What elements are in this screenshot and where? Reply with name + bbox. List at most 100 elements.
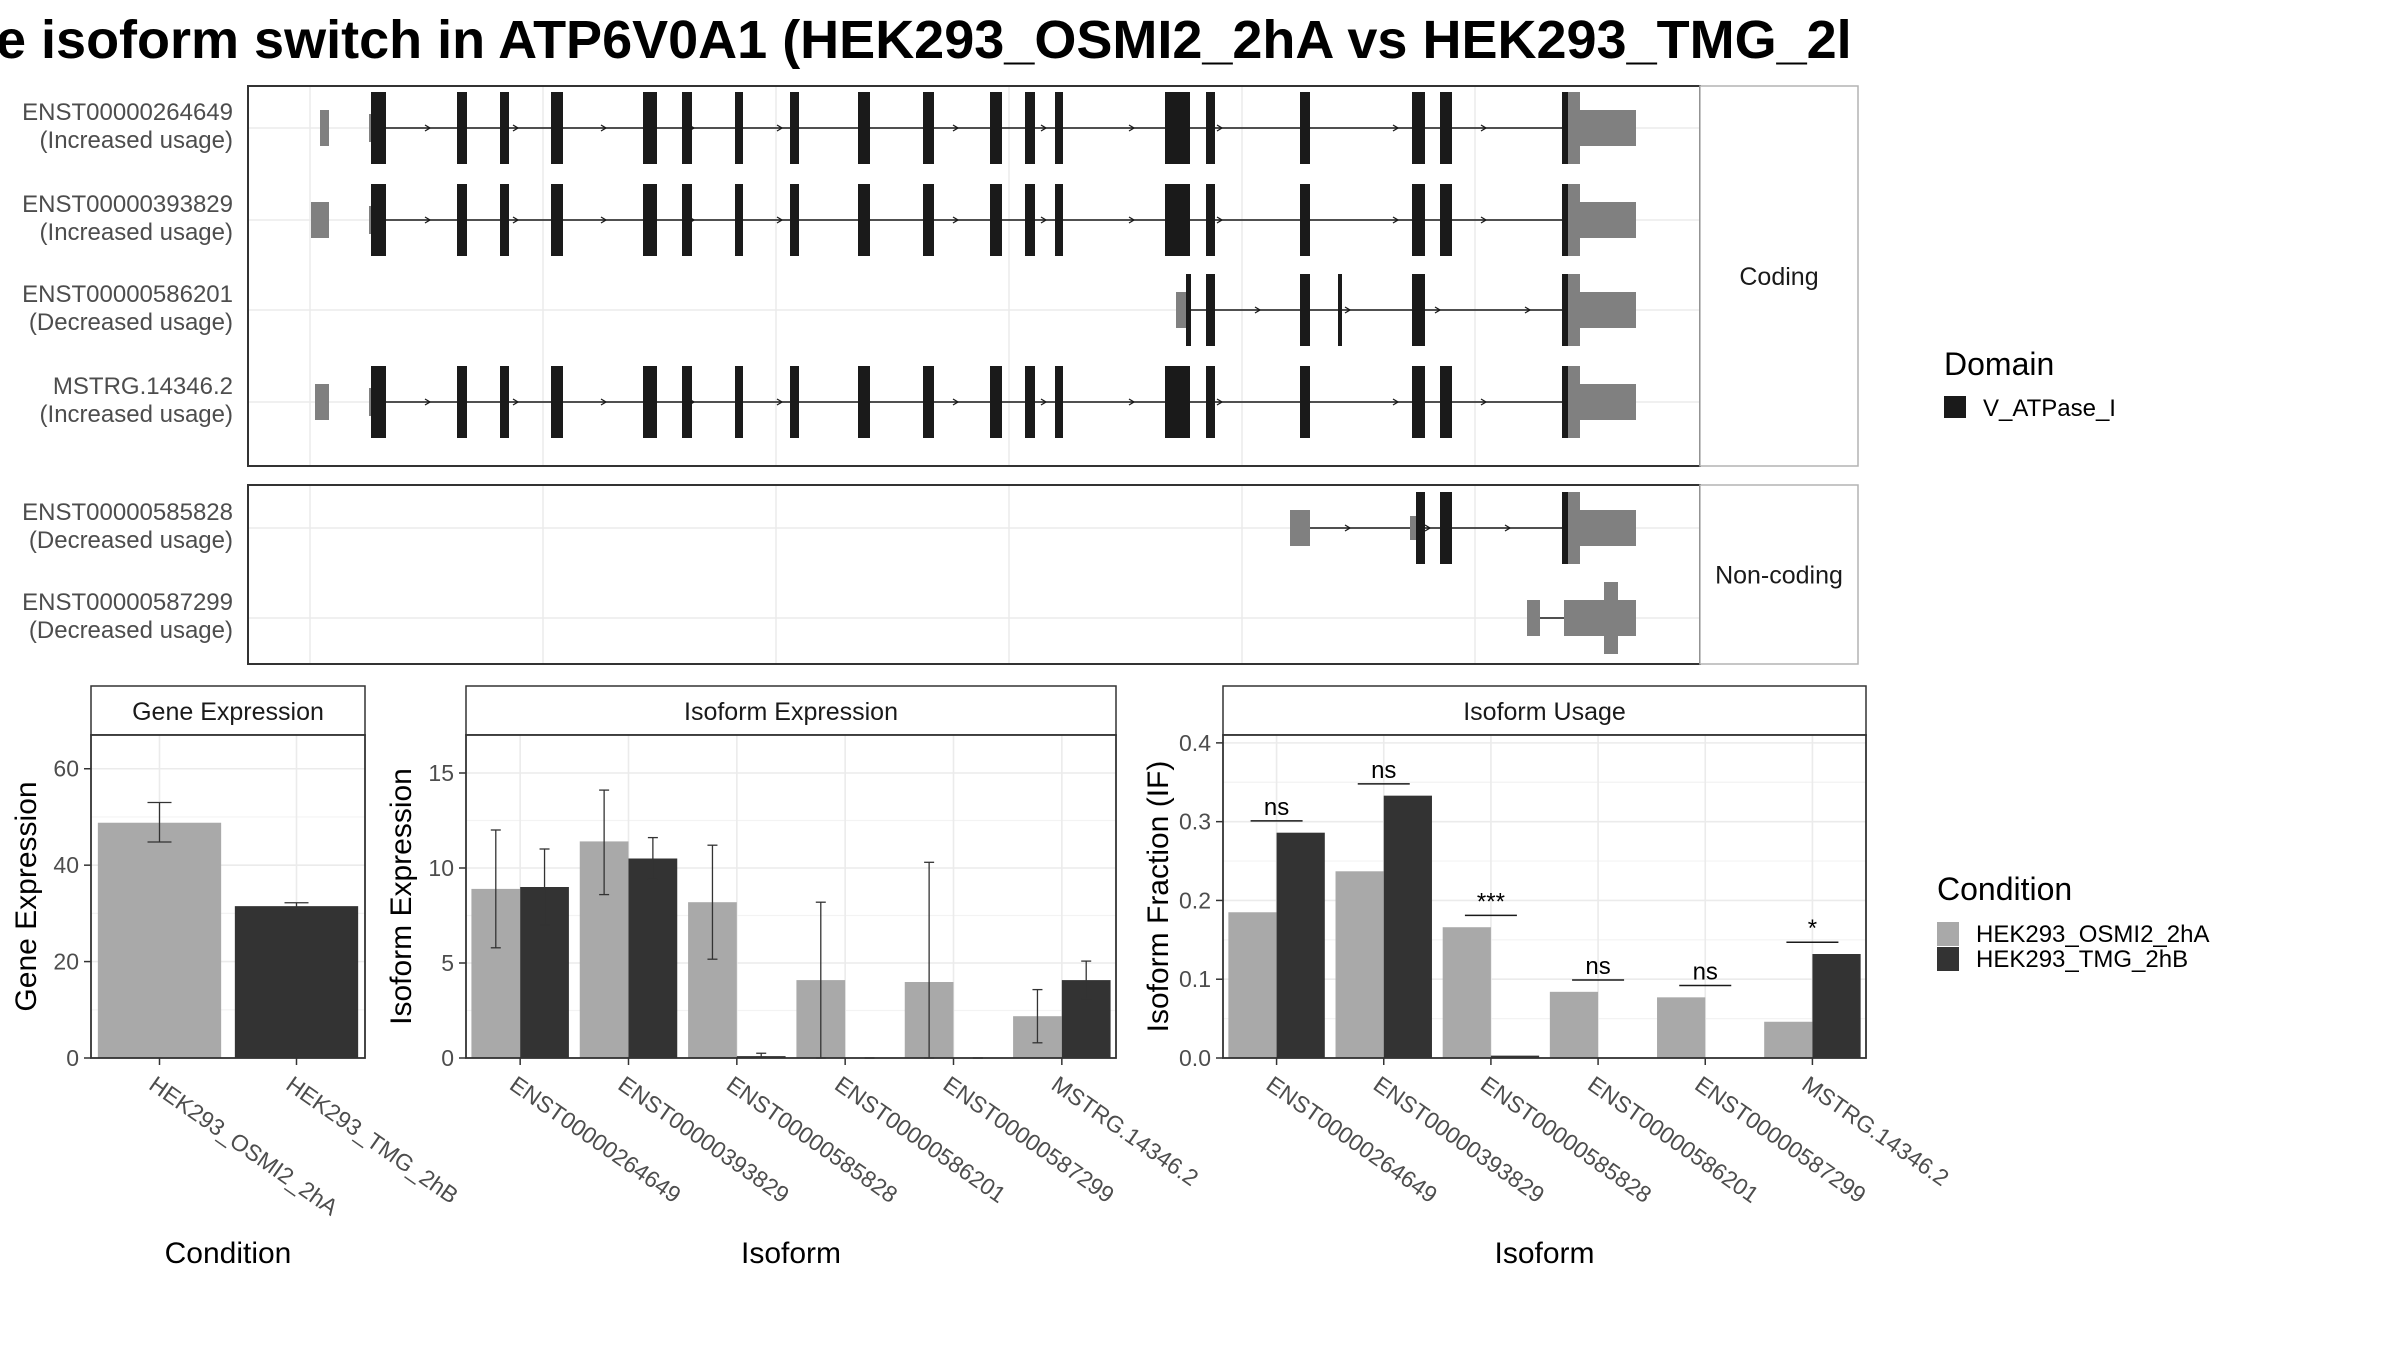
bar (1657, 997, 1706, 1058)
intron-arrow (1480, 216, 1488, 224)
isoform-id-label: ENST00000393829 (22, 191, 233, 218)
bar (1549, 991, 1599, 1058)
coding-exon (1025, 92, 1035, 164)
intron-arrow (1424, 524, 1432, 532)
coding-exon (1440, 366, 1452, 438)
coding-exon (858, 366, 870, 438)
intron-arrow (1128, 216, 1136, 224)
utr-exon (1580, 110, 1636, 146)
isoform-usage-label: (Increased usage) (40, 401, 233, 428)
y-tick-label: 0.1 (1179, 966, 1211, 992)
y-axis-title: Isoform Expression (385, 768, 418, 1025)
utr-exon (1568, 184, 1580, 256)
utr-exon (1568, 366, 1580, 438)
panel-1: Isoform Expression051015ENST00000264649E… (385, 685, 1203, 1270)
figure-title: e isoform switch in ATP6V0A1 (HEK293_OSM… (0, 10, 1852, 70)
significance-label: * (1808, 915, 1817, 942)
utr-exon (1580, 202, 1636, 238)
y-tick-label: 5 (441, 950, 454, 976)
panel-title: Isoform Usage (1463, 698, 1626, 726)
coding-exon (1300, 184, 1310, 256)
panel-2: Isoform Usage 0.0 0.1 0.2 0.3 0.4 ns ns *** ns ns *… (1142, 685, 1954, 1270)
coding-exon (457, 366, 467, 438)
coding-exon (1338, 274, 1342, 346)
utr-exon (1568, 92, 1580, 164)
x-axis-title: Isoform (1494, 1237, 1594, 1270)
y-axis-title: Isoform Fraction (IF) (1142, 761, 1175, 1033)
coding-exon (682, 184, 692, 256)
bar (234, 906, 359, 1058)
bar-chart-panels: Gene Expression0204060HEK293_OSMI2_2hAHE… (10, 685, 1954, 1270)
intron-arrow (1392, 124, 1400, 132)
condition-legend-label: HEK293_OSMI2_2hA (1976, 921, 2209, 948)
coding-exon (1300, 366, 1310, 438)
isoform-usage-label: (Decreased usage) (29, 617, 233, 644)
utr-exon (1568, 492, 1580, 564)
utr-exon (320, 110, 329, 146)
domain-legend-label: V_ATPase_I (1983, 395, 2116, 422)
structure-panel-background (248, 485, 1700, 664)
coding-exon (923, 366, 934, 438)
transcript-ENST00000264649 (320, 92, 1636, 164)
isoform-id-label: ENST00000586201 (22, 281, 233, 308)
intron-arrow (512, 216, 520, 224)
intron-arrow (1128, 124, 1136, 132)
coding-exon (643, 92, 657, 164)
intron-arrow (776, 216, 784, 224)
x-axis-title: Condition (165, 1237, 292, 1270)
coding-exon (551, 366, 563, 438)
coding-exon (1025, 184, 1035, 256)
bar (1276, 832, 1325, 1058)
facet-label: Coding (1739, 263, 1818, 291)
y-tick-label: 0.2 (1179, 887, 1211, 913)
isoform-id-label: ENST00000264649 (22, 99, 233, 126)
y-axis-title: Gene Expression (10, 781, 43, 1011)
coding-exon (790, 366, 799, 438)
coding-exon (990, 366, 1002, 438)
coding-exon (371, 366, 386, 438)
facet-label: Non-coding (1715, 562, 1843, 590)
transcript-ENST00000585828 (1290, 492, 1636, 564)
coding-exon (1186, 274, 1191, 346)
x-tick-label: ENST00000393829 (1369, 1071, 1549, 1208)
isoform-usage-label: (Decreased usage) (29, 527, 233, 554)
intron-arrow (1434, 306, 1442, 314)
coding-exon (643, 366, 657, 438)
significance-label: ns (1264, 794, 1289, 821)
coding-exon (682, 92, 692, 164)
coding-exon (551, 92, 563, 164)
x-tick-label: ENST00000587299 (1690, 1071, 1870, 1208)
plot-background (466, 735, 1116, 1058)
isoform-usage-label: (Increased usage) (40, 219, 233, 246)
utr-exon (1580, 510, 1636, 546)
y-tick-label: 0.3 (1179, 809, 1211, 835)
panel-strip (90, 685, 366, 736)
plot-border (1222, 734, 1867, 1059)
domain-legend-title: Domain (1944, 346, 2054, 382)
utr-exon (1568, 274, 1580, 346)
coding-exon (1412, 92, 1425, 164)
significance-label: *** (1477, 888, 1505, 915)
x-tick-label: ENST00000264649 (1262, 1071, 1442, 1208)
x-tick-label: ENST00000586201 (1583, 1071, 1763, 1208)
coding-exon (457, 184, 467, 256)
coding-exon (682, 366, 692, 438)
significance-label: ns (1371, 757, 1396, 784)
intron-arrow (1480, 124, 1488, 132)
intron-arrow (1344, 306, 1352, 314)
utr-exon (1290, 510, 1310, 546)
coding-exon (1206, 184, 1215, 256)
intron-arrow (1480, 398, 1488, 406)
intron-arrow (1392, 216, 1400, 224)
coding-exon (923, 184, 934, 256)
panel-title: Isoform Expression (684, 698, 898, 726)
y-tick-label: 10 (428, 855, 454, 881)
intron-arrow (1504, 524, 1512, 532)
coding-exon (1206, 274, 1215, 346)
coding-exon (1165, 366, 1190, 438)
coding-exon (500, 366, 509, 438)
intron-arrow (424, 216, 432, 224)
coding-exon (1416, 492, 1425, 564)
bar (1764, 1021, 1813, 1058)
coding-exon (1300, 274, 1310, 346)
